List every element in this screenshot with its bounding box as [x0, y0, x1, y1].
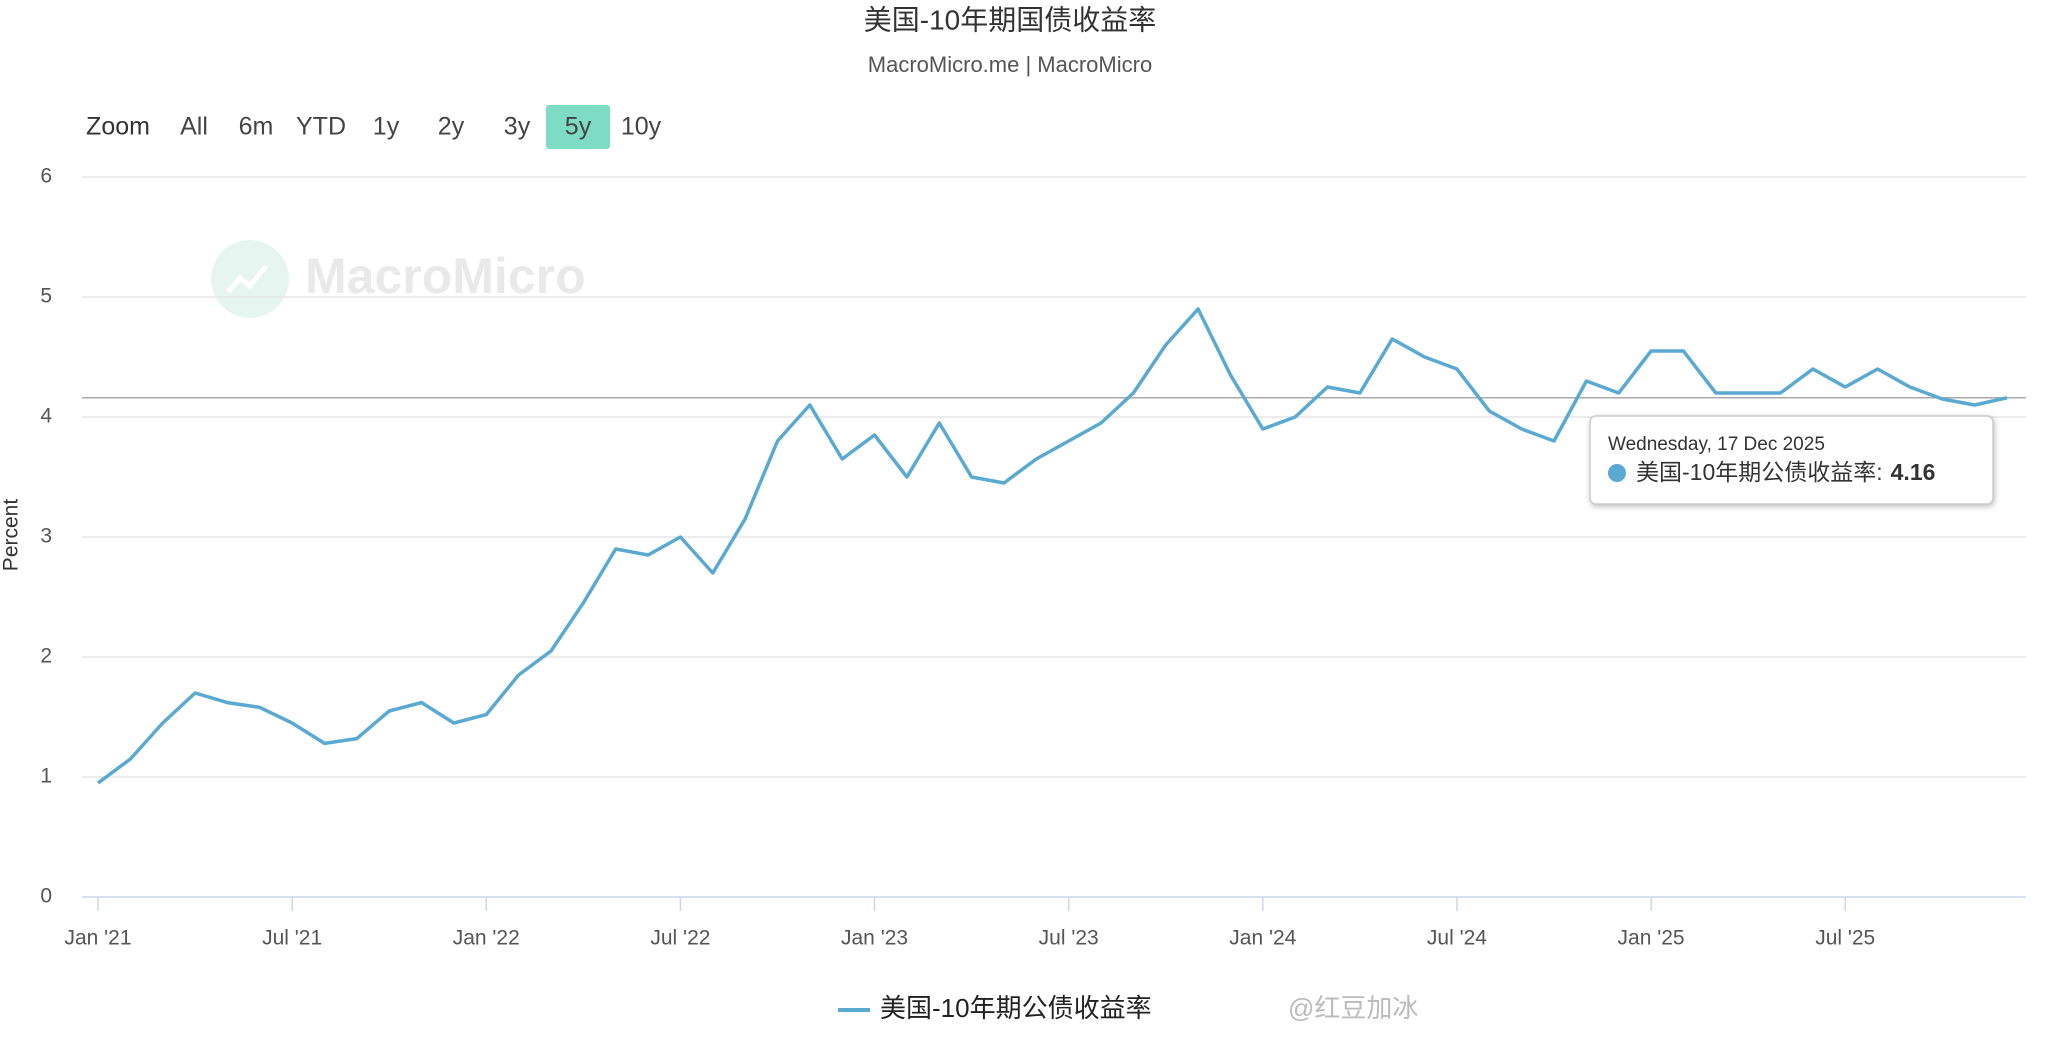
x-tick-label: Jan '22: [453, 927, 520, 950]
tooltip: Wednesday, 17 Dec 2025 美国-10年期公债收益率: 4.16: [1589, 415, 1994, 505]
x-tick-label: Jan '24: [1229, 927, 1296, 950]
credit: @红豆加冰: [1288, 993, 1418, 1023]
x-tick-label: Jul '22: [650, 927, 710, 950]
zoom-label: Zoom: [86, 113, 150, 141]
range-button[interactable]: 5y: [565, 113, 592, 141]
tooltip-value: 4.16: [1891, 459, 1936, 485]
y-tick-label: 3: [40, 525, 52, 548]
range-button[interactable]: 1y: [373, 113, 400, 141]
y-tick-label: 0: [40, 885, 52, 908]
range-button-selected: [546, 105, 610, 149]
chart-title: 美国-10年期国债收益率: [864, 4, 1156, 35]
x-tick-label: Jul '21: [262, 927, 322, 950]
x-tick-label: Jan '25: [1618, 927, 1685, 950]
range-button[interactable]: All: [180, 113, 208, 141]
y-tick-label: 6: [40, 165, 52, 188]
x-tick-label: Jul '25: [1815, 927, 1875, 950]
tooltip-text: 美国-10年期公债收益率: 4.16: [1636, 459, 1935, 485]
tooltip-box: [1589, 415, 1994, 505]
y-tick-label: 2: [40, 645, 52, 668]
x-tick-label: Jul '24: [1427, 927, 1487, 950]
series-line: [96, 307, 2008, 785]
y-tick-label: 5: [40, 285, 52, 308]
watermark-text: MacroMicro: [305, 248, 586, 304]
watermark: MacroMicro: [211, 240, 586, 318]
range-button[interactable]: YTD: [296, 113, 346, 141]
x-tick-label: Jan '21: [64, 927, 131, 950]
tooltip-label: 美国-10年期公债收益率:: [1636, 459, 1883, 485]
range-button[interactable]: 6m: [239, 113, 274, 141]
tooltip-date: Wednesday, 17 Dec 2025: [1608, 434, 1825, 455]
y-tick-label: 1: [40, 765, 52, 788]
range-button[interactable]: 3y: [504, 113, 531, 141]
y-axis-label: Percent: [0, 499, 23, 572]
range-button[interactable]: 2y: [438, 113, 465, 141]
x-tick-label: Jan '23: [841, 927, 908, 950]
x-tick-label: Jul '23: [1039, 927, 1099, 950]
legend-label: 美国-10年期公债收益率: [880, 993, 1152, 1023]
y-tick-label: 4: [40, 405, 52, 428]
watermark-logo: [211, 240, 289, 318]
tooltip-dot: [1608, 464, 1626, 482]
range-button[interactable]: 10y: [621, 113, 662, 141]
watermark-logo-mark: [226, 264, 268, 294]
chart-subtitle: MacroMicro.me | MacroMicro: [868, 52, 1152, 77]
